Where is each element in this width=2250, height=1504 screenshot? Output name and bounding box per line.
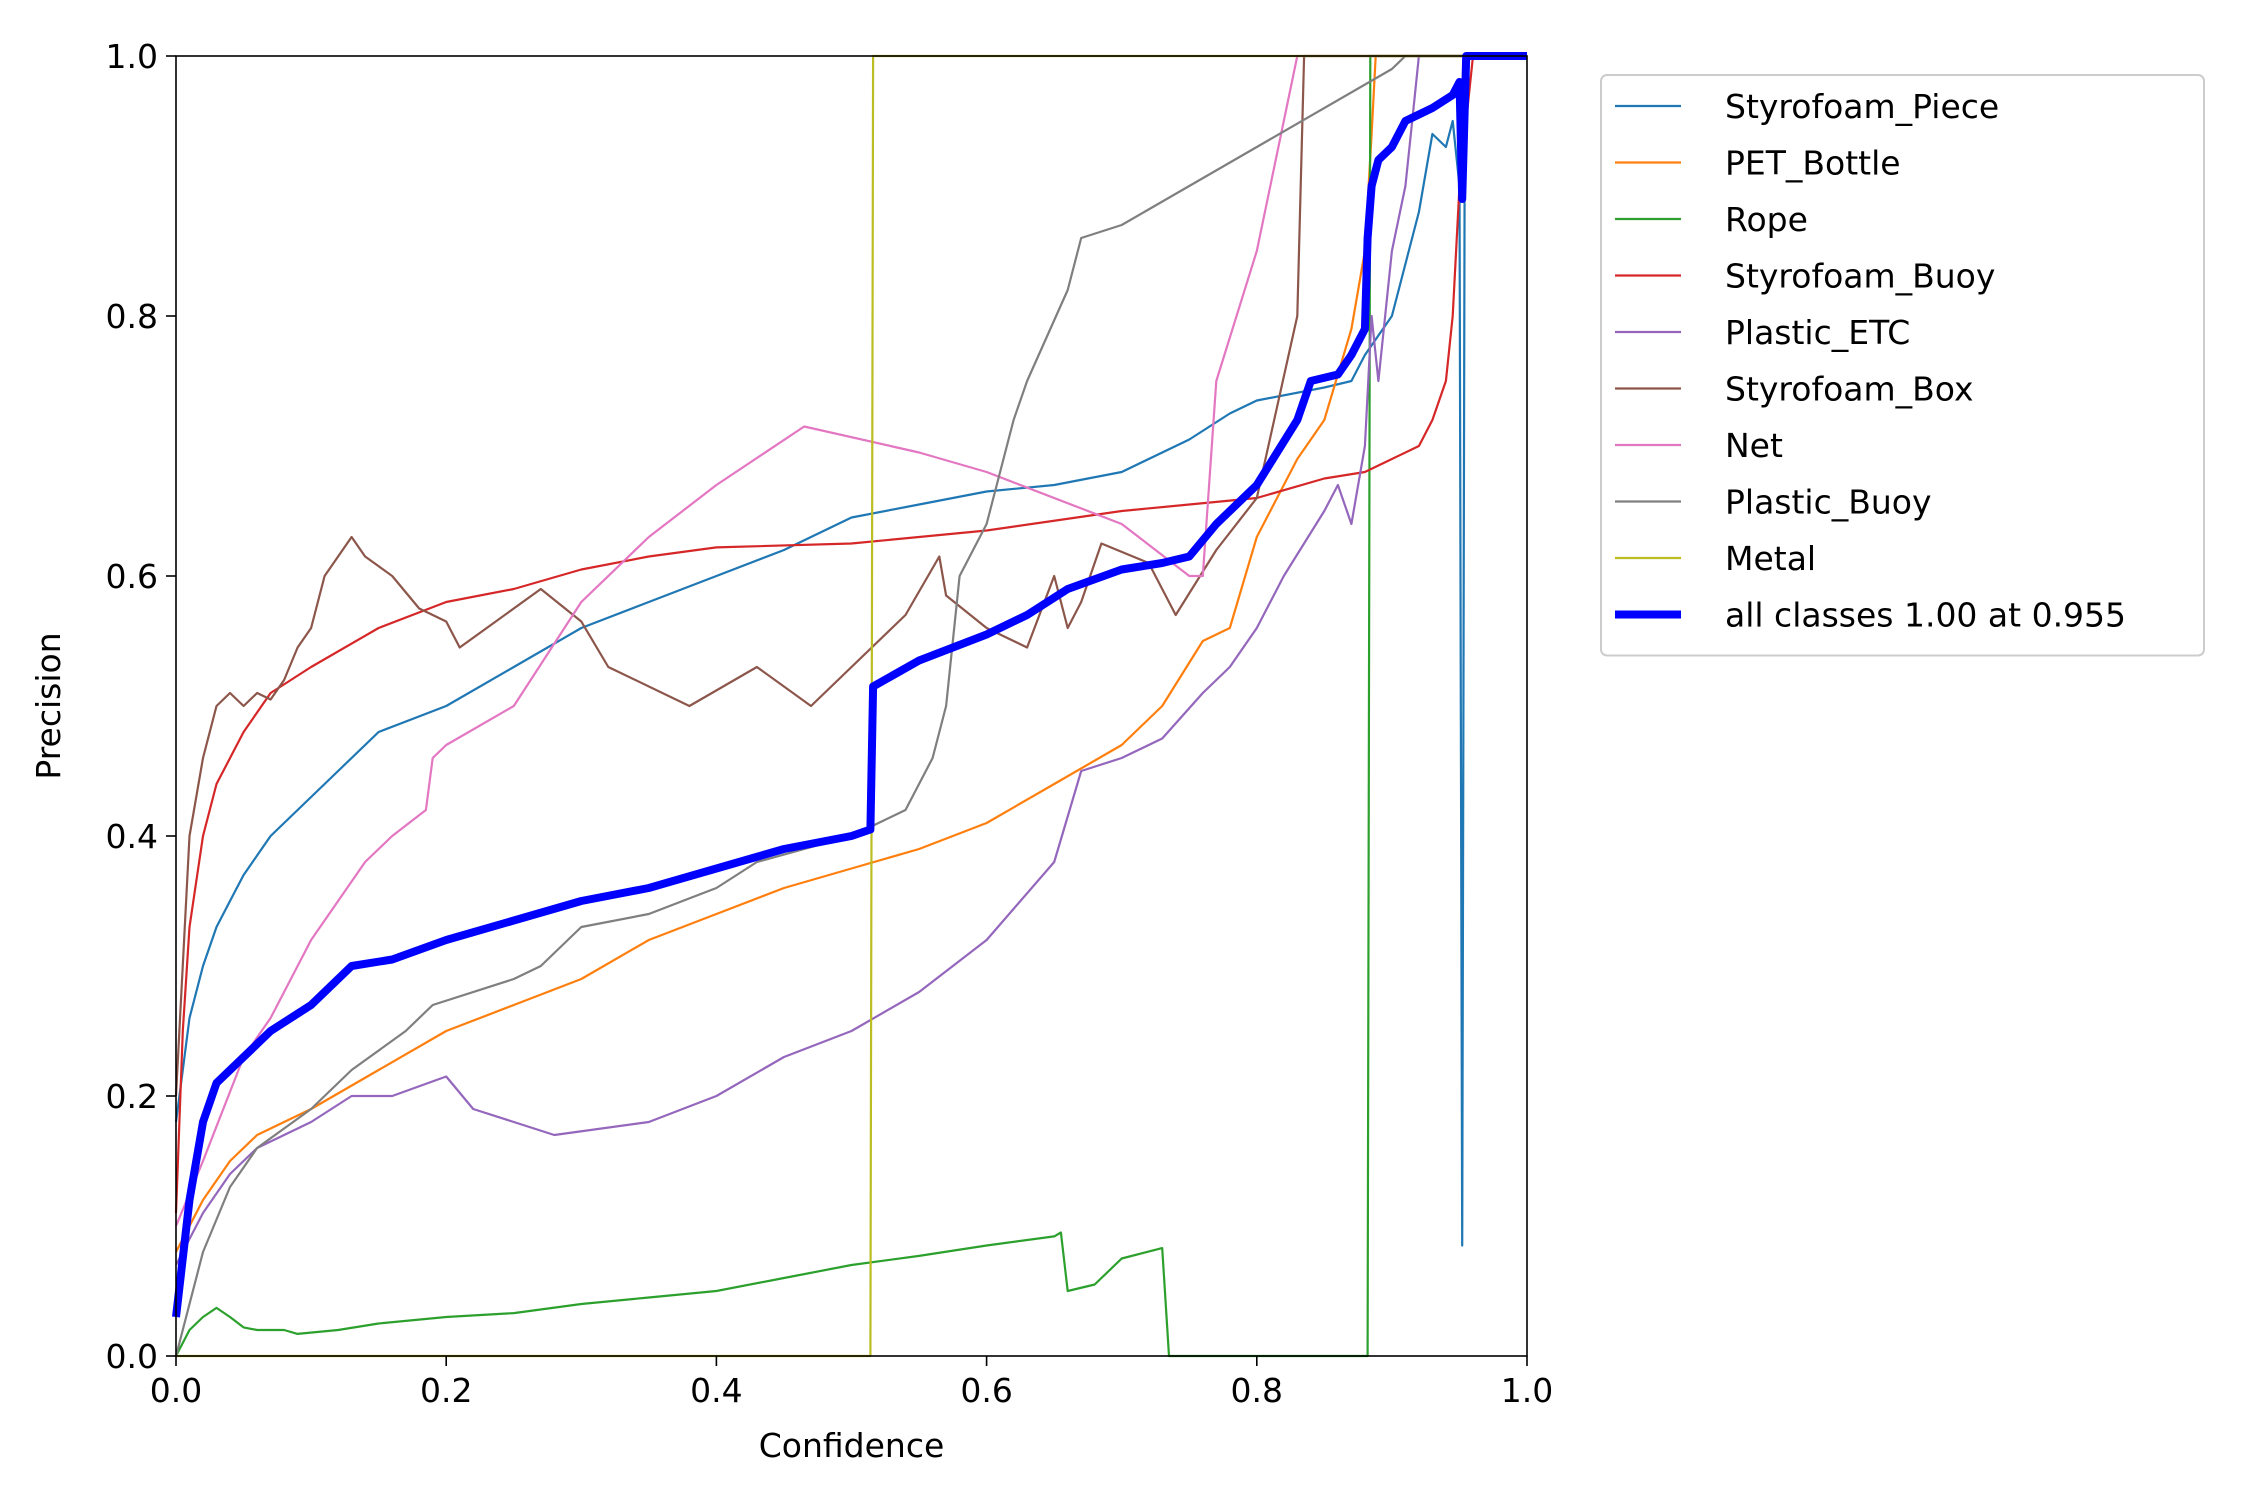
series-line-plastic-buoy <box>174 54 1527 1357</box>
legend-label-net: Net <box>1725 426 1783 465</box>
series-line-rope <box>175 54 1527 1358</box>
legend-label-plastic-etc: Plastic_ETC <box>1725 313 1910 352</box>
legend-label-rope: Rope <box>1725 200 1808 239</box>
legend-label-styrofoam-piece: Styrofoam_Piece <box>1725 87 1999 126</box>
y-axis: 0.0 0.2 0.4 0.6 0.8 1.0 <box>106 37 176 1376</box>
legend-label-pet-bottle: PET_Bottle <box>1725 144 1901 183</box>
series-line-styrofoam-box <box>174 54 1527 1097</box>
legend-label-styrofoam-box: Styrofoam_Box <box>1725 370 1973 409</box>
y-tick-label: 0.0 <box>106 1337 158 1376</box>
x-axis-label: Confidence <box>759 1426 945 1465</box>
series-line-metal <box>176 54 1527 1358</box>
legend: Styrofoam_Piece PET_Bottle Rope Styrofoam_B… <box>1600 74 2205 657</box>
y-tick-label: 1.0 <box>106 37 158 76</box>
legend-label-all-classes-1-00-at-0-955: all classes 1.00 at 0.955 <box>1725 596 2126 635</box>
legend-label-metal: Metal <box>1725 539 1816 578</box>
series-line-styrofoam-buoy <box>174 54 1527 1214</box>
y-tick-label: 0.6 <box>106 557 158 596</box>
legend-label-styrofoam-buoy: Styrofoam_Buoy <box>1725 257 1995 296</box>
y-axis-label: Precision <box>29 632 68 779</box>
x-tick-label: 0.6 <box>960 1371 1012 1410</box>
x-tick-label: 0.8 <box>1231 1371 1283 1410</box>
series-line-net <box>174 54 1527 1227</box>
legend-box <box>1600 74 2205 657</box>
series-line-plastic-etc <box>175 54 1527 1266</box>
y-tick-label: 0.8 <box>106 297 158 336</box>
x-axis: 0.0 0.2 0.4 0.6 0.8 1.0 <box>150 1356 1553 1410</box>
y-tick-label: 0.2 <box>106 1077 158 1116</box>
x-tick-label: 1.0 <box>1501 1371 1553 1410</box>
legend-label-plastic-buoy: Plastic_Buoy <box>1725 483 1932 522</box>
series-line-pet-bottle <box>175 54 1527 1253</box>
x-tick-label: 0.4 <box>690 1371 742 1410</box>
x-tick-label: 0.2 <box>420 1371 472 1410</box>
series-line-styrofoam-piece <box>174 54 1527 1247</box>
y-tick-label: 0.4 <box>106 817 158 856</box>
x-tick-label: 0.0 <box>150 1371 202 1410</box>
plot-frame <box>175 55 1528 1357</box>
series-layer <box>172 52 1527 1358</box>
series-line-all-classes-1-00-at-0-955 <box>172 52 1527 1318</box>
